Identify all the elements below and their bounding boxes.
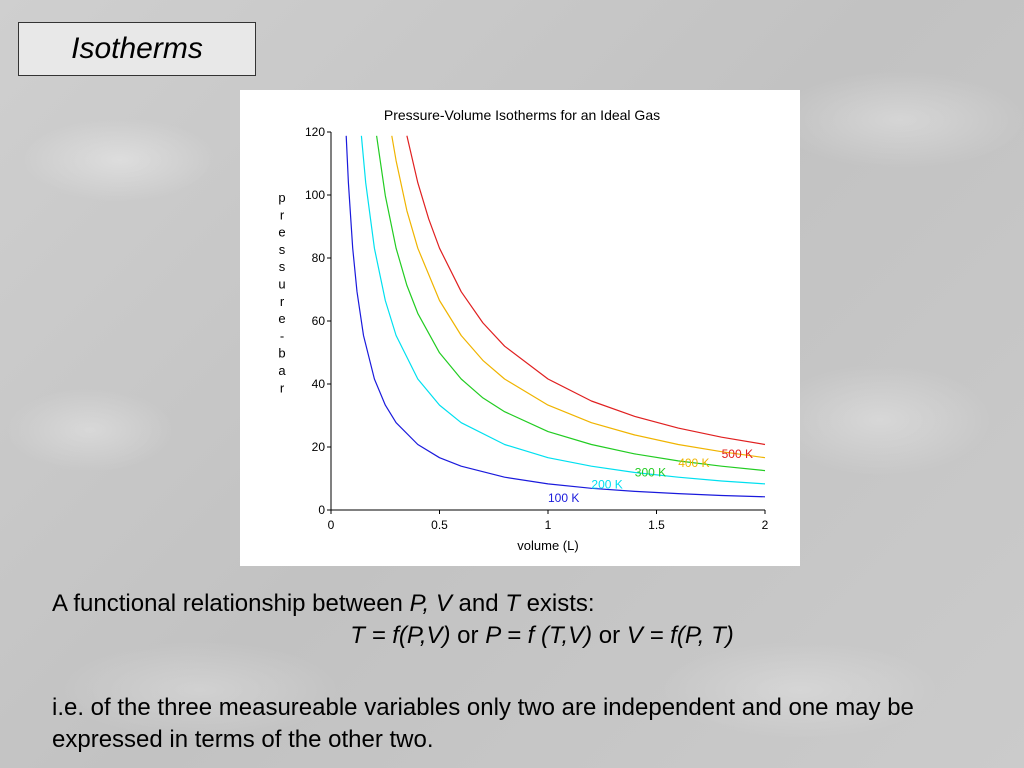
- x-tick-label: 2: [762, 518, 769, 532]
- equation-p: P = f (T,V): [485, 622, 593, 649]
- x-tick-label: 1: [545, 518, 552, 532]
- text-segment-t: T: [505, 590, 520, 617]
- slide-body: A functional relationship between P, V a…: [52, 588, 972, 756]
- text-segment: and: [451, 590, 506, 617]
- relationship-statement: A functional relationship between P, V a…: [52, 588, 972, 620]
- y-label-char: -: [280, 328, 284, 343]
- y-label-char: e: [278, 311, 285, 326]
- series-line: [345, 135, 766, 498]
- text-segment: exists:: [519, 590, 595, 617]
- y-label-char: p: [278, 190, 285, 205]
- y-tick-label: 20: [312, 440, 326, 454]
- y-tick-label: 100: [305, 188, 325, 202]
- series-label: 400 K: [678, 456, 709, 470]
- equation-t: T = f(P,V): [350, 622, 451, 649]
- y-label-char: r: [280, 380, 285, 395]
- equation-v: V = f(P, T): [626, 622, 734, 649]
- y-tick-label: 60: [312, 314, 326, 328]
- x-tick-label: 0: [328, 518, 335, 532]
- y-tick-label: 0: [318, 503, 325, 517]
- series-line: [391, 135, 766, 459]
- y-label-char: e: [278, 225, 285, 240]
- axes: 0 20 40 60 80 100 120 0 0.5 1 1.5 2: [305, 125, 769, 532]
- series-label: 300 K: [635, 465, 666, 479]
- series-line: [376, 135, 766, 472]
- slide-title: Isotherms: [18, 22, 256, 76]
- y-label-char: s: [279, 242, 286, 257]
- y-tick-label: 40: [312, 377, 326, 391]
- y-label-char: r: [280, 207, 285, 222]
- y-label-char: r: [280, 294, 285, 309]
- series-label: 500 K: [722, 447, 753, 461]
- series-group: 100 K 200 K 300 K 400 K 500 K: [345, 135, 766, 505]
- or-text: or: [592, 622, 627, 649]
- independence-statement: i.e. of the three measureable variables …: [52, 694, 914, 753]
- series-line: [360, 135, 766, 485]
- x-tick-label: 1.5: [648, 518, 665, 532]
- y-label-char: s: [279, 259, 286, 274]
- y-label-char: b: [278, 346, 285, 361]
- y-label-char: u: [278, 277, 285, 292]
- text-segment-pv: P, V: [409, 590, 452, 617]
- x-tick-label: 0.5: [431, 518, 448, 532]
- isotherm-chart: Pressure-Volume Isotherms for an Ideal G…: [278, 107, 769, 553]
- y-tick-label: 80: [312, 251, 326, 265]
- x-axis-label: volume (L): [517, 538, 578, 553]
- text-segment: A functional relationship between: [52, 590, 410, 617]
- chart-title: Pressure-Volume Isotherms for an Ideal G…: [384, 107, 660, 123]
- series-label: 200 K: [591, 477, 622, 491]
- series-line: [406, 135, 766, 446]
- equations-line: T = f(P,V) or P = f (T,V) or V = f(P, T): [52, 620, 972, 652]
- or-text: or: [450, 622, 486, 649]
- chart-panel: Pressure-Volume Isotherms for an Ideal G…: [240, 90, 800, 566]
- y-tick-label: 120: [305, 125, 325, 139]
- y-label-char: a: [278, 363, 286, 378]
- series-label: 100 K: [548, 491, 579, 505]
